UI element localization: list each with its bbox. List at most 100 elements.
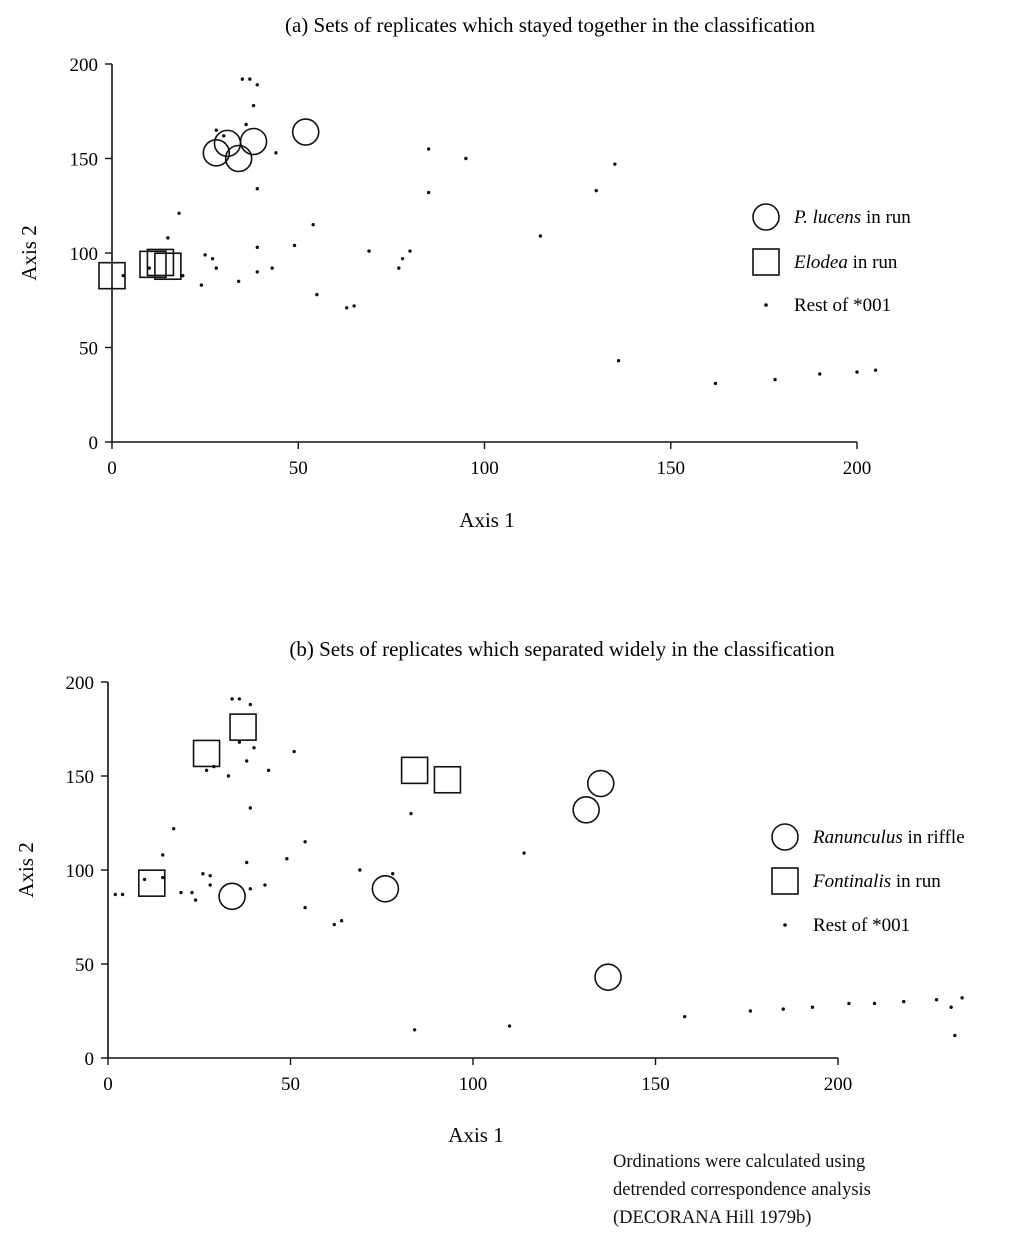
b-dot-marker bbox=[303, 840, 307, 844]
b-dot-marker bbox=[208, 873, 212, 878]
legend-entry-label: Ranunculus in riffle bbox=[812, 827, 965, 848]
panel-b-y-axis-label: Axis 2 bbox=[14, 842, 38, 897]
panel-a-title: (a) Sets of replicates which stayed toge… bbox=[285, 13, 816, 37]
a-dot-marker bbox=[773, 377, 777, 382]
b-dot-marker bbox=[245, 860, 249, 865]
a-dot-marker bbox=[400, 256, 405, 261]
b-dot-marker bbox=[748, 1009, 753, 1013]
a-dot-marker bbox=[210, 256, 215, 261]
a-dot-marker bbox=[177, 211, 181, 216]
a-dot-marker bbox=[713, 381, 718, 386]
panel-a-scatter: (a) Sets of replicates which stayed toge… bbox=[17, 13, 911, 532]
legend-entry-label: Rest of *001 bbox=[794, 295, 891, 316]
b-square-marker bbox=[400, 756, 429, 785]
panel-b-axes bbox=[107, 682, 838, 1059]
a-dot-marker bbox=[255, 83, 259, 87]
a-dot-marker bbox=[214, 128, 218, 132]
legend-square-symbol bbox=[752, 248, 780, 276]
y-tick-label: 100 bbox=[66, 861, 95, 882]
legend-square-symbol bbox=[771, 867, 799, 895]
a-dot-marker bbox=[255, 187, 259, 191]
a-dot-marker bbox=[397, 266, 401, 270]
a-dot-marker bbox=[244, 122, 248, 127]
a-dot-marker bbox=[352, 304, 356, 308]
a-dot-marker bbox=[873, 368, 878, 372]
b-circle-marker bbox=[371, 874, 400, 903]
panel-a-ticks: 0 50 100 150 200 0 50 100 150 200 bbox=[70, 55, 872, 479]
x-tick-label: 200 bbox=[843, 458, 872, 479]
a-square-marker bbox=[154, 252, 182, 281]
a-dot-marker bbox=[292, 243, 297, 248]
a-dot-marker bbox=[121, 273, 125, 278]
b-dot-marker bbox=[208, 883, 212, 887]
b-dot-marker bbox=[252, 746, 256, 750]
y-tick-label: 0 bbox=[89, 433, 99, 454]
legend-habitat-text: Rest of *001 bbox=[813, 915, 910, 936]
legend-habitat-text: in run bbox=[891, 871, 941, 892]
x-tick-label: 0 bbox=[107, 458, 117, 479]
b-dot-marker bbox=[172, 826, 176, 831]
x-tick-label: 200 bbox=[824, 1074, 853, 1095]
legend-circle-symbol bbox=[771, 823, 799, 851]
a-dot-marker bbox=[818, 372, 822, 376]
x-tick-label: 50 bbox=[289, 458, 308, 479]
a-dot-marker bbox=[344, 306, 349, 310]
a-dot-marker bbox=[616, 359, 621, 363]
b-dot-marker bbox=[358, 868, 362, 872]
b-dot-marker bbox=[391, 872, 395, 876]
b-dot-marker bbox=[193, 898, 198, 902]
b-dot-marker bbox=[113, 892, 118, 897]
footnote-line: (DECORANA Hill 1979b) bbox=[613, 1208, 812, 1228]
b-dot-marker bbox=[245, 759, 249, 763]
legend-entry-label: Fontinalis in run bbox=[812, 871, 941, 892]
b-circle-marker bbox=[586, 769, 615, 798]
x-tick-label: 50 bbox=[281, 1074, 300, 1095]
a-dot-marker bbox=[240, 77, 245, 81]
b-dot-marker bbox=[303, 905, 307, 910]
b-circle-marker bbox=[572, 796, 600, 824]
a-dot-marker bbox=[255, 245, 259, 250]
b-dot-marker bbox=[204, 768, 209, 773]
y-tick-label: 0 bbox=[85, 1049, 95, 1070]
b-dot-marker bbox=[226, 774, 231, 778]
b-dot-marker bbox=[237, 697, 242, 701]
b-circle-marker bbox=[594, 963, 622, 991]
a-circle-marker bbox=[224, 144, 253, 173]
a-dot-marker bbox=[426, 147, 431, 151]
a-dot-marker bbox=[236, 279, 241, 284]
b-dot-marker bbox=[332, 922, 336, 927]
legend-habitat-text: in riffle bbox=[903, 827, 965, 848]
a-dot-marker bbox=[270, 266, 274, 270]
panel-a-y-axis-label: Axis 2 bbox=[17, 225, 41, 280]
b-dot-marker bbox=[248, 887, 253, 891]
b-square-marker bbox=[192, 739, 221, 768]
b-dot-marker bbox=[266, 768, 271, 773]
b-dot-marker bbox=[412, 1028, 417, 1032]
b-dot-marker bbox=[902, 999, 906, 1004]
legend-entry-label: P. lucens in run bbox=[793, 207, 911, 228]
b-dot-marker bbox=[781, 1007, 785, 1011]
b-dot-marker bbox=[201, 872, 205, 876]
b-square-marker bbox=[433, 765, 462, 794]
a-dot-marker bbox=[855, 370, 859, 374]
a-square-marker bbox=[146, 248, 175, 277]
b-dot-marker bbox=[190, 890, 194, 895]
b-dot-marker bbox=[810, 1005, 815, 1009]
panel-b-scatter: (b) Sets of replicates which separated w… bbox=[14, 637, 965, 1147]
a-dot-marker bbox=[222, 134, 226, 138]
a-dot-marker bbox=[538, 234, 543, 238]
a-dot-marker bbox=[464, 156, 468, 161]
y-tick-label: 200 bbox=[70, 55, 99, 76]
a-dot-marker bbox=[214, 266, 218, 270]
a-dot-marker bbox=[408, 249, 412, 253]
x-tick-label: 100 bbox=[470, 458, 499, 479]
x-tick-label: 100 bbox=[459, 1074, 488, 1095]
b-circle-marker bbox=[218, 882, 246, 911]
a-dot-marker bbox=[367, 249, 371, 253]
y-tick-label: 50 bbox=[75, 955, 94, 976]
a-dot-marker bbox=[147, 266, 151, 270]
b-dot-marker bbox=[847, 1001, 851, 1006]
panel-a-x-axis-label: Axis 1 bbox=[459, 508, 514, 532]
